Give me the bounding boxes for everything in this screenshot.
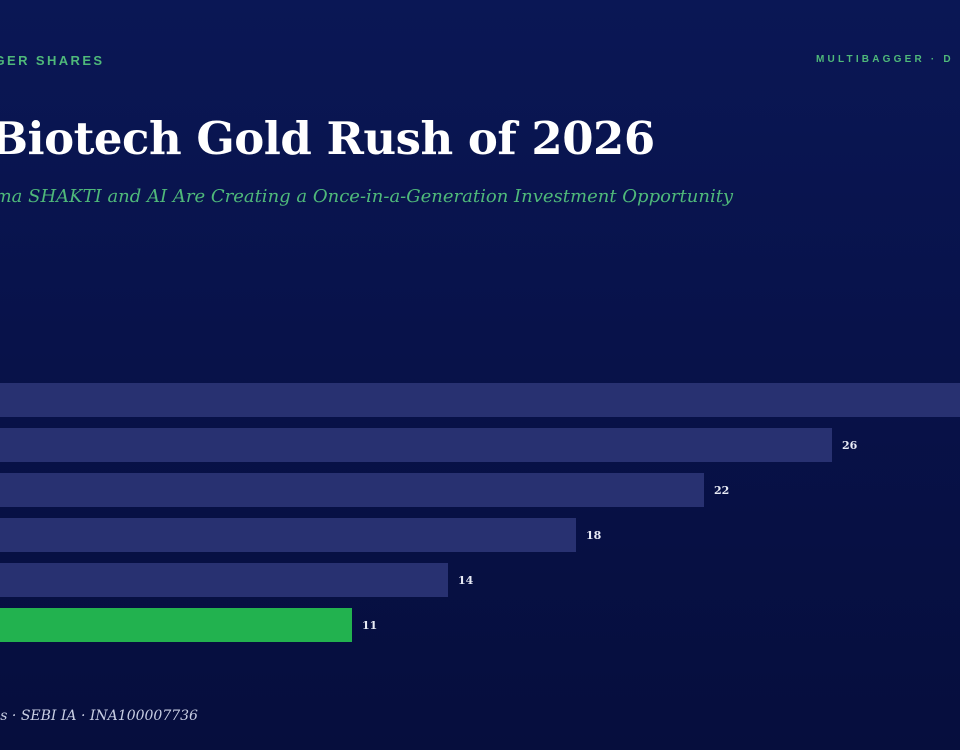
bar-value-label: 26 [842,439,858,452]
bar [0,383,960,417]
bar-value-label: 11 [362,619,377,632]
bar [0,518,576,552]
footer-disclosure: es · SEBI IA · INA100007736 [0,708,198,724]
bar [0,428,832,462]
brand-label: GGER SHARES [0,53,105,68]
bar-highlight [0,608,352,642]
bar-value-label: 18 [586,529,602,542]
bar-value-label: 14 [458,574,474,587]
bar [0,563,448,597]
bar-value-label: 22 [714,484,729,497]
page-title: Biotech Gold Rush of 2026 [0,112,655,165]
publication-label: MULTIBAGGER · D [816,54,954,65]
page-subtitle: rma SHAKTI and AI Are Creating a Once-in… [0,186,734,207]
bar [0,473,704,507]
